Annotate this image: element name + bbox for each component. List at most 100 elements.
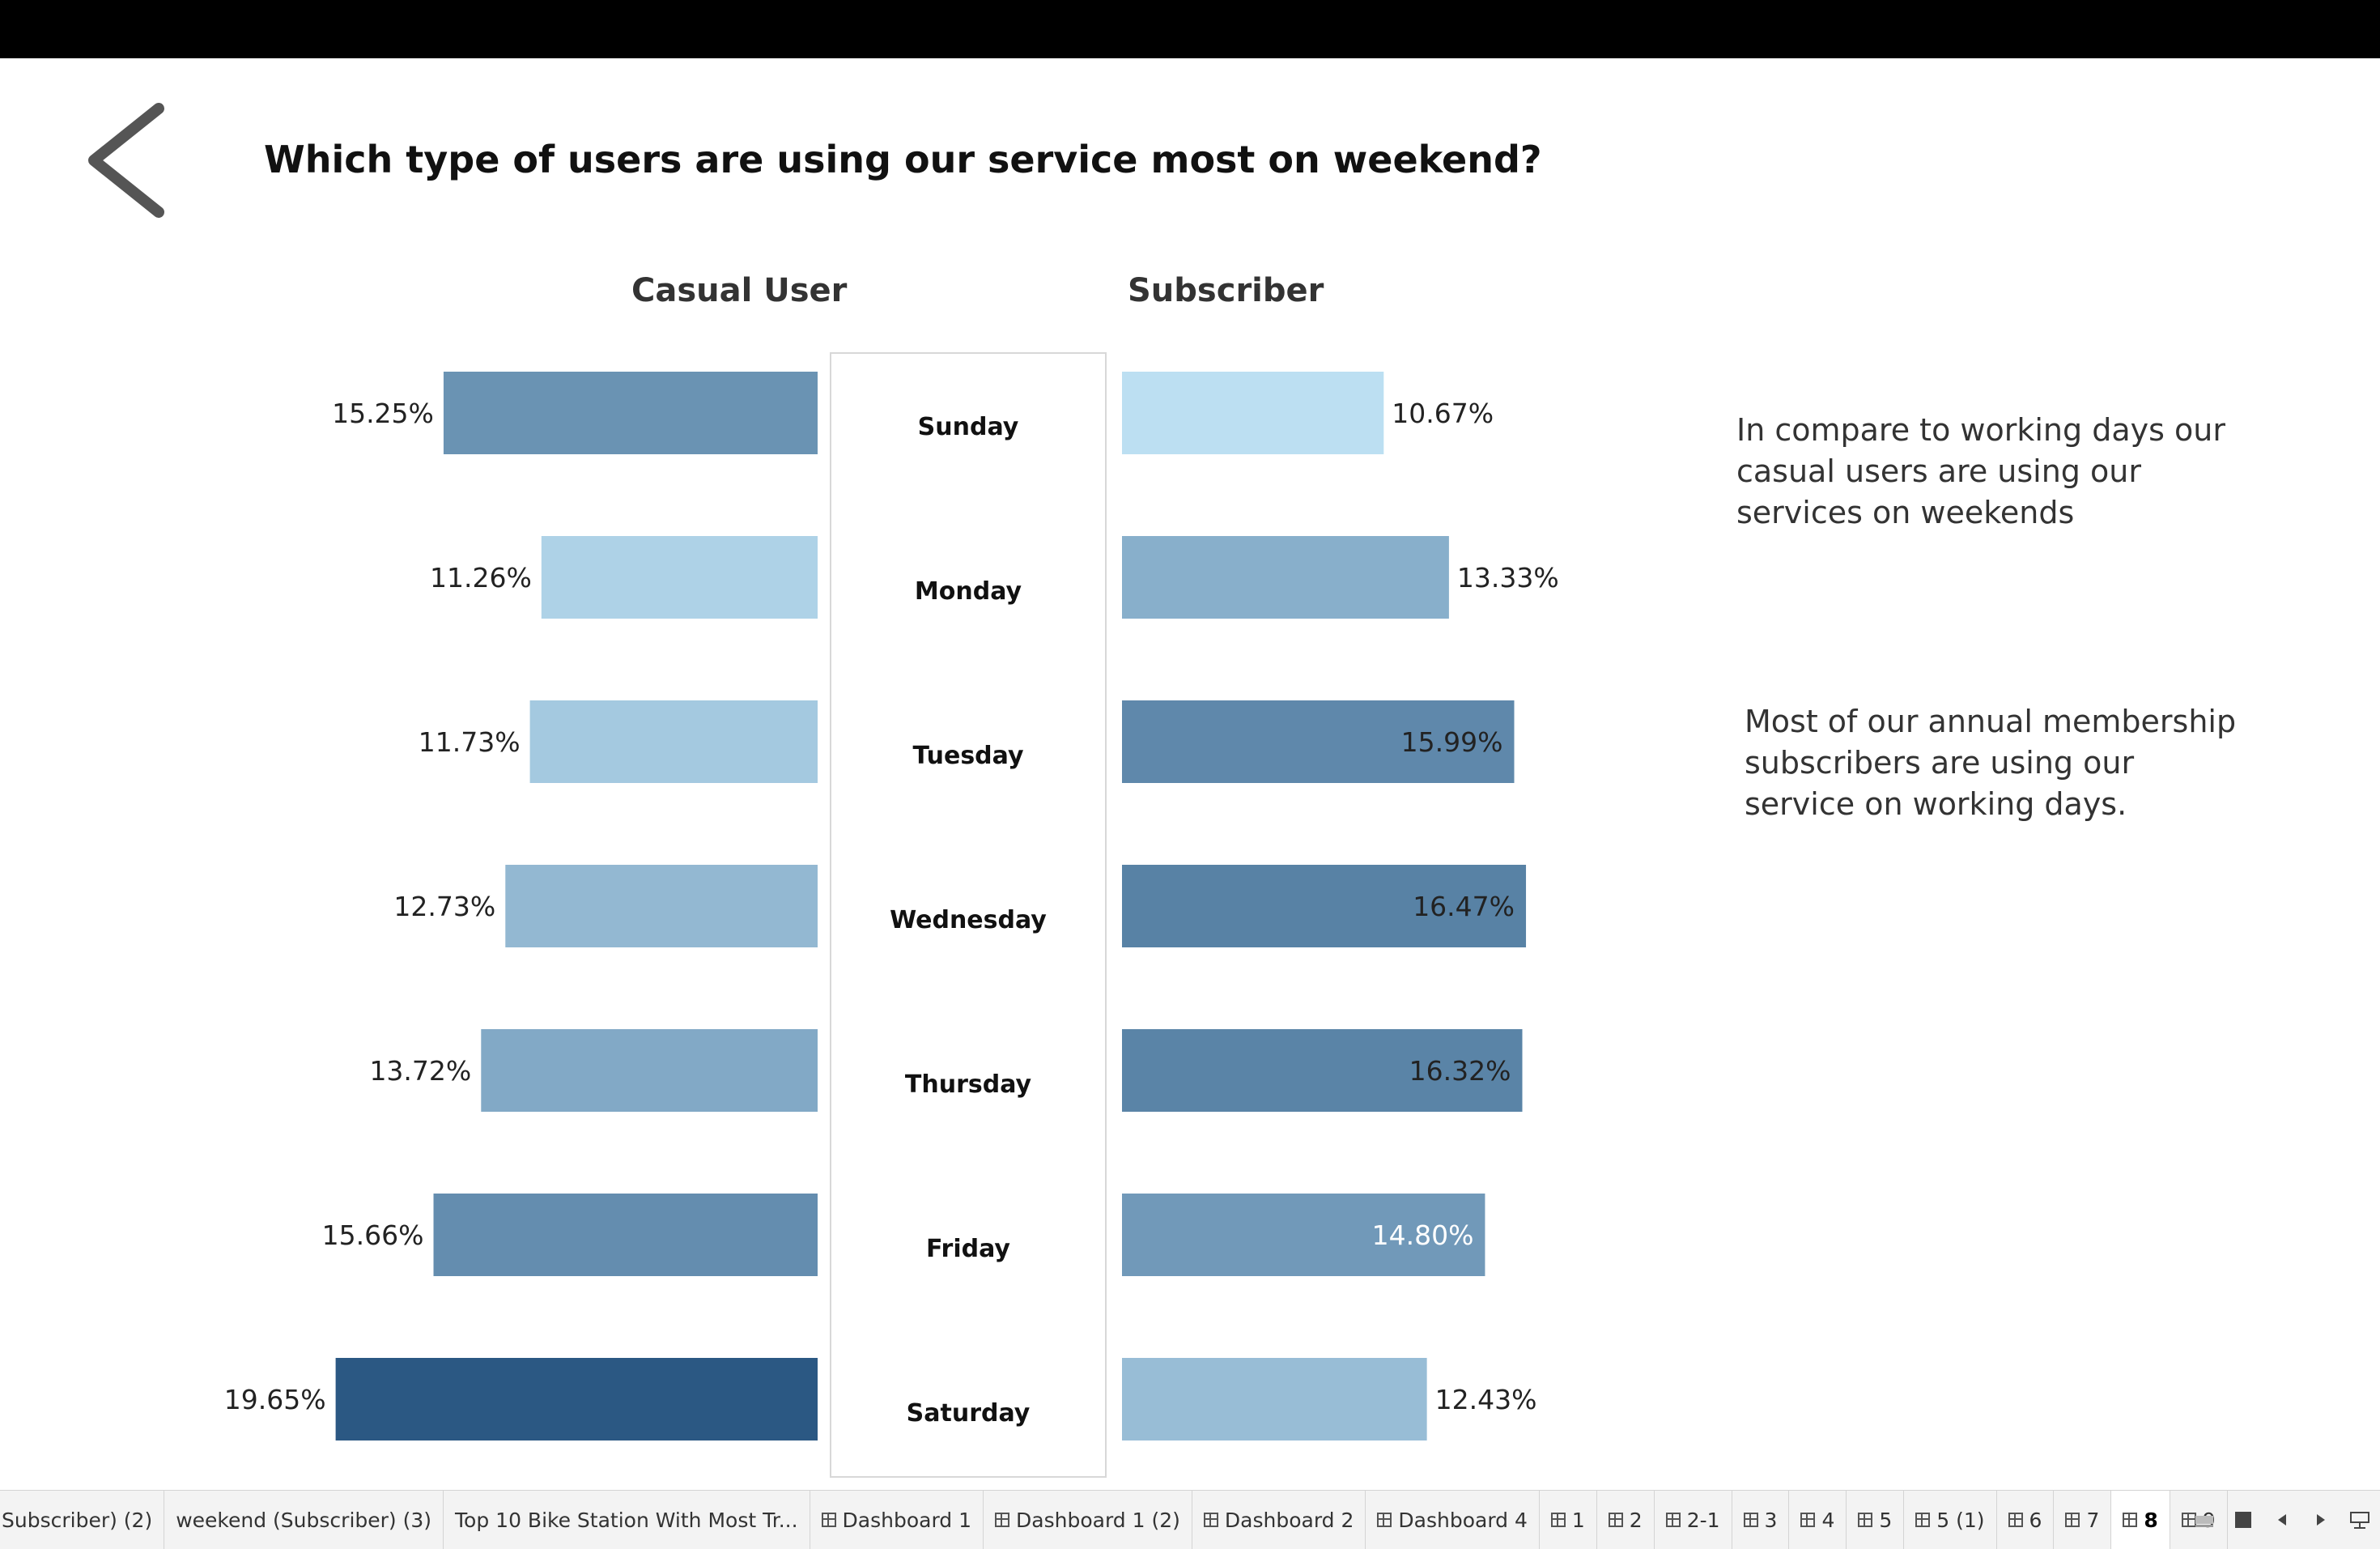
casual-bar [443,372,818,454]
sheet-tab-label: weekend (Subscriber) (3) [176,1508,432,1532]
sheet-tab-label: Dashboard 2 [1224,1508,1354,1532]
sheet-tab[interactable]: Subscriber) (2) [0,1491,165,1549]
sheet-tab-label: 7 [2086,1508,2100,1532]
sheet-tab-label: Dashboard 4 [1398,1508,1528,1532]
sheet-tab-bar: Subscriber) (2) weekend (Subscriber) (3) T… [0,1490,2380,1549]
sheet-tab-label: Dashboard 1 (2) [1016,1508,1180,1532]
sheet-tab-label: 5 (1) [1936,1508,1985,1532]
sheet-tab[interactable]: Dashboard 4 [1366,1491,1540,1549]
sheet-tab[interactable]: 2 [1597,1491,1655,1549]
casual-bar [541,536,818,619]
day-column-box [830,352,1107,1478]
sheet-tab-label: 6 [2029,1508,2042,1532]
sheet-tab[interactable]: Top 10 Bike Station With Most Tr... [444,1491,810,1549]
subscriber-value-label: 16.32% [1409,1055,1511,1087]
subscriber-value-label: 14.80% [1372,1219,1474,1251]
sheet-grid-icon [2008,1513,2023,1527]
casual-value-label: 11.26% [430,562,532,594]
subscriber-value-label: 16.47% [1413,891,1515,922]
tab-controls [2194,1508,2370,1532]
presentation-mode-icon[interactable] [2349,1509,2370,1530]
sheet-grid-icon [995,1513,1010,1527]
back-button[interactable] [81,97,178,227]
sheet-grid-icon [1915,1513,1931,1527]
sheet-grid-icon [1203,1513,1218,1527]
sheet-tab-label: 2-1 [1686,1508,1720,1532]
filmstrip-view-icon[interactable] [2194,1509,2215,1530]
sheet-tab[interactable]: 2-1 [1655,1491,1732,1549]
sheet-tab[interactable]: 5 [1847,1491,1905,1549]
sheet-tab[interactable]: 3 [1732,1491,1790,1549]
grid-view-icon[interactable] [2233,1509,2254,1530]
sheet-tab[interactable]: Dashboard 1 [810,1491,984,1549]
prev-sheet-icon[interactable] [2272,1509,2293,1530]
subscriber-bar [1122,1029,1523,1112]
casual-bar [529,700,818,783]
sheet-tab-label: Top 10 Bike Station With Most Tr... [455,1508,798,1532]
day-label: Tuesday [912,742,1024,770]
casual-bar [335,1358,818,1440]
subscriber-bar [1122,865,1527,947]
day-label: Sunday [918,413,1019,441]
casual-value-label: 15.66% [322,1219,424,1251]
sheet-tab[interactable]: Dashboard 2 [1192,1491,1366,1549]
subscriber-bar [1122,1358,1427,1440]
sheet-tab-label: 8 [2144,1508,2158,1532]
sheet-grid-icon [821,1513,836,1527]
sheet-tab[interactable]: 6 [1997,1491,2055,1549]
sheet-grid-icon [2181,1513,2196,1527]
subscriber-bar [1122,700,1515,783]
sheet-tab-label: Subscriber) (2) [2,1508,153,1532]
casual-value-label: 13.72% [369,1055,471,1087]
day-label: Friday [926,1235,1010,1263]
sheet-tab-label: 3 [1764,1508,1778,1532]
casual-bar [505,865,818,947]
sheet-grid-icon [1800,1513,1816,1527]
casual-user-header: Casual User [631,272,848,309]
sheet-grid-icon [1858,1513,1873,1527]
sheet-tab-label: Dashboard 1 [842,1508,972,1532]
sheet-tab-label: 5 [1879,1508,1893,1532]
note-casual: In compare to working days our casual us… [1736,412,2225,530]
chevron-left-icon [88,103,164,218]
sheet-tab[interactable]: 1 [1540,1491,1597,1549]
top-bar [0,0,2380,58]
sheet-tab-label: 4 [1821,1508,1835,1532]
sheet-grid-icon [1377,1513,1392,1527]
casual-value-label: 12.73% [393,891,495,922]
sheet-grid-icon [2123,1513,2138,1527]
casual-value-label: 15.25% [332,398,434,429]
casual-value-label: 19.65% [224,1384,326,1415]
day-label: Thursday [905,1070,1032,1099]
sheet-grid-icon [2065,1513,2080,1527]
sheet-tab-label: 1 [1571,1508,1585,1532]
casual-bar [433,1194,818,1276]
subscriber-bar [1122,1194,1485,1276]
subscriber-header: Subscriber [1128,272,1324,309]
sheet-grid-icon [1550,1513,1566,1527]
subscriber-value-label: 15.99% [1401,726,1503,758]
subscriber-bar [1122,536,1449,619]
casual-value-label: 11.73% [419,726,521,758]
sheet-grid-icon [1608,1513,1623,1527]
sheet-tab[interactable]: weekend (Subscriber) (3) [164,1491,444,1549]
sheet-tab[interactable]: Dashboard 1 (2) [984,1491,1192,1549]
day-label: Monday [915,577,1022,606]
page-title: Which type of users are using our servic… [264,138,1542,181]
sheet-grid-icon [1665,1513,1681,1527]
subscriber-value-label: 12.43% [1435,1384,1537,1415]
subscriber-value-label: 13.33% [1457,562,1559,594]
day-label: Wednesday [890,906,1047,934]
sheet-tab[interactable]: 7 [2054,1491,2112,1549]
sheet-grid-icon [1743,1513,1758,1527]
sheet-tab[interactable]: 4 [1789,1491,1847,1549]
sheet-tab[interactable]: 5 (1) [1904,1491,1997,1549]
sheet-tab[interactable]: 8 [2111,1491,2170,1549]
sheet-tab-label: 2 [1629,1508,1643,1532]
next-sheet-icon[interactable] [2310,1509,2331,1530]
day-label: Saturday [907,1399,1031,1428]
note-subscriber: Most of our annual membership subscriber… [1745,704,2237,822]
subscriber-bar [1122,372,1384,454]
subscriber-value-label: 10.67% [1392,398,1494,429]
casual-bar [481,1029,818,1112]
